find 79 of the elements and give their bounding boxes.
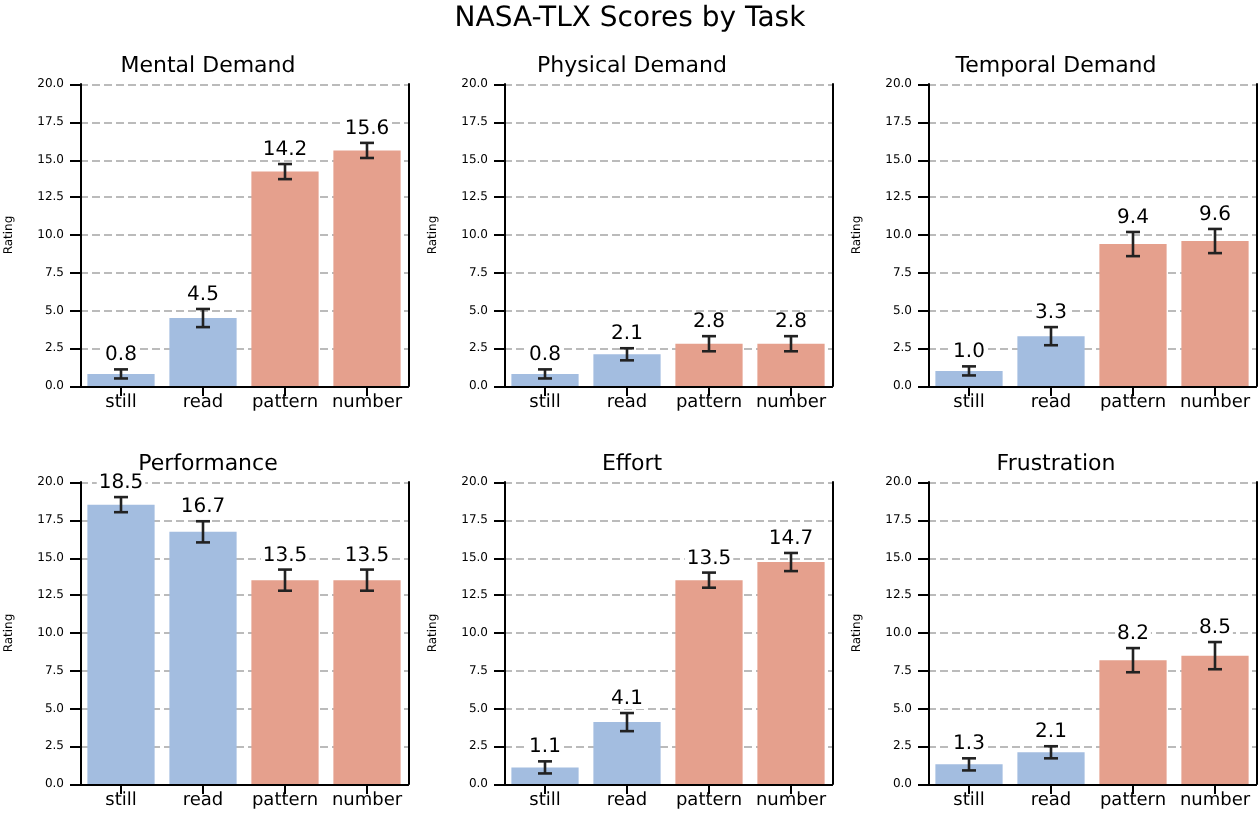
data-label: 8.2	[1117, 623, 1149, 646]
x-tick-label: number	[755, 791, 827, 811]
x-tick-label: pattern	[675, 393, 743, 413]
x-tick-label: still	[529, 393, 561, 413]
bar	[169, 318, 237, 386]
x-tick-label: still	[105, 393, 137, 413]
x-tick-label: read	[606, 791, 648, 811]
bar	[675, 343, 743, 386]
data-label: 13.5	[344, 544, 390, 567]
chart-title: Temporal Demand	[953, 52, 1157, 78]
data-label: 2.8	[693, 311, 725, 334]
data-label: 0.8	[529, 344, 561, 367]
data-label: 8.5	[1199, 617, 1231, 640]
chart-title: Frustration	[996, 450, 1116, 476]
data-label: 2.1	[611, 323, 643, 346]
x-tick-label: read	[1030, 393, 1072, 413]
x-tick-label: read	[182, 791, 224, 811]
bar	[675, 580, 743, 784]
data-label: 9.4	[1117, 206, 1149, 229]
x-tick-label: read	[606, 393, 648, 413]
data-label: 1.0	[953, 341, 985, 364]
data-label: 15.6	[344, 117, 390, 140]
x-tick-label: number	[331, 393, 403, 413]
x-tick-label: still	[953, 791, 985, 811]
x-tick-label: pattern	[1099, 791, 1167, 811]
x-tick-label: read	[182, 393, 224, 413]
bar	[593, 354, 661, 386]
x-tick-label: pattern	[251, 393, 319, 413]
bar	[511, 373, 579, 386]
bar	[511, 767, 579, 784]
chart-title: Effort	[601, 450, 664, 476]
data-label: 4.5	[187, 283, 219, 306]
data-label: 13.5	[262, 544, 308, 567]
data-label: 1.3	[953, 733, 985, 756]
bar	[251, 580, 319, 784]
bar	[333, 580, 401, 784]
x-tick-label: still	[105, 791, 137, 811]
data-label: 2.1	[1035, 721, 1067, 744]
data-label: 2.8	[775, 311, 807, 334]
bar	[1181, 241, 1249, 386]
data-label: 14.2	[262, 139, 308, 162]
bar	[169, 531, 237, 784]
x-tick-label: pattern	[251, 791, 319, 811]
x-tick-label: number	[331, 791, 403, 811]
data-label: 3.3	[1035, 302, 1067, 325]
bar	[757, 343, 825, 386]
data-label: 13.5	[686, 547, 732, 570]
bar	[1181, 655, 1249, 784]
x-tick-label: still	[529, 791, 561, 811]
chart-title: Performance	[138, 450, 279, 476]
bar	[1017, 336, 1085, 386]
data-label: 16.7	[180, 496, 226, 519]
bar	[1017, 752, 1085, 784]
bar	[593, 722, 661, 784]
data-label: 9.6	[1199, 203, 1231, 226]
bar	[935, 370, 1003, 386]
bar	[251, 171, 319, 386]
bar	[1099, 660, 1167, 784]
data-label: 4.1	[611, 688, 643, 711]
bar	[87, 504, 155, 784]
bar	[87, 373, 155, 386]
data-label: 18.5	[98, 472, 144, 495]
x-tick-label: number	[1179, 791, 1251, 811]
chart-title: Mental Demand	[120, 52, 296, 78]
bar	[757, 562, 825, 784]
data-label: 0.8	[105, 344, 137, 367]
chart-title: Physical Demand	[537, 52, 727, 78]
bar	[333, 150, 401, 386]
x-tick-label: read	[1030, 791, 1072, 811]
x-tick-label: pattern	[675, 791, 743, 811]
data-label: 1.1	[529, 736, 561, 759]
x-tick-label: still	[953, 393, 985, 413]
x-tick-label: pattern	[1099, 393, 1167, 413]
bar	[935, 764, 1003, 784]
x-tick-label: number	[755, 393, 827, 413]
text: NASA-TLX Scores by Task	[452, 2, 808, 34]
bar	[1099, 244, 1167, 386]
data-label: 14.7	[768, 527, 814, 550]
x-tick-label: number	[1179, 393, 1251, 413]
